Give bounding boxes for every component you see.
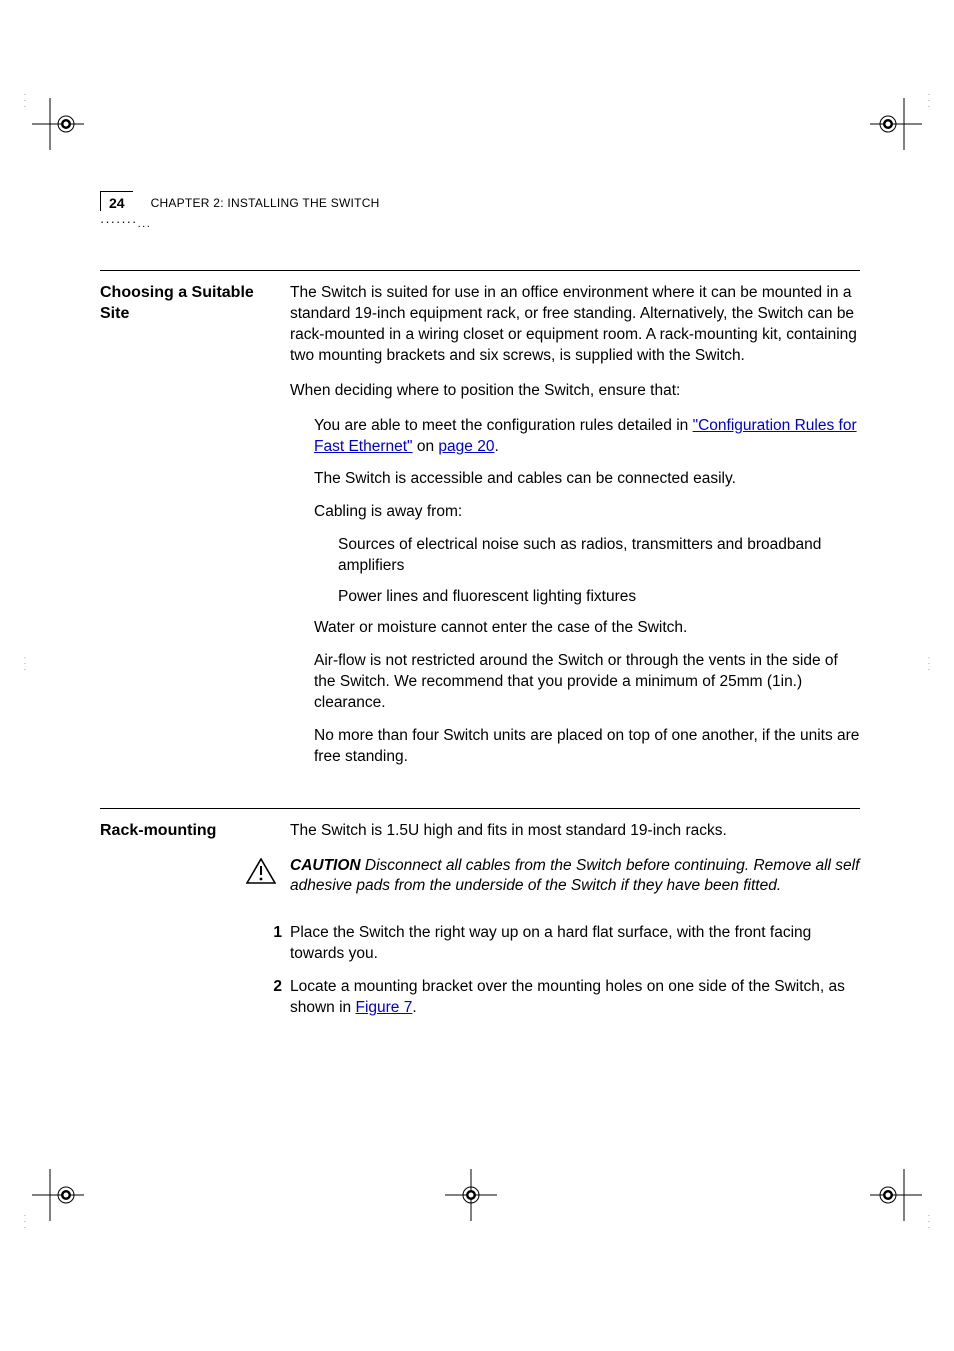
xref-link-page-20[interactable]: page 20 (438, 438, 494, 455)
section-body: The Switch is 1.5U high and fits in most… (290, 821, 860, 1031)
trim-dots-right-top: ··· (928, 92, 930, 110)
numbered-step: 1 Place the Switch the right way up on a… (290, 923, 860, 965)
step-text: Place the Switch the right way up on a h… (290, 923, 860, 965)
section-heading: Rack-mounting (100, 821, 290, 1031)
crop-mark-top-left (32, 98, 84, 150)
trim-dots-right-bot: ··· (928, 1213, 930, 1231)
caution-text: CAUTION Disconnect all cables from the S… (290, 856, 860, 898)
trim-dots-left-top: ··· (24, 92, 26, 110)
trim-dots-left-mid: ··· (24, 655, 26, 673)
section-body: The Switch is suited for use in an offic… (290, 283, 860, 780)
trim-dots-left-bot: ··· (24, 1213, 26, 1231)
list-item: Air-flow is not restricted around the Sw… (290, 651, 860, 714)
list-item: Cabling is away from: (290, 502, 860, 523)
list-item: Water or moisture cannot enter the case … (290, 618, 860, 639)
step-number: 1 (266, 923, 290, 965)
caution-block: CAUTION Disconnect all cables from the S… (290, 856, 860, 912)
crop-mark-bottom-right (870, 1169, 922, 1221)
list-item: No more than four Switch units are place… (290, 726, 860, 768)
xref-link-figure-7[interactable]: Figure 7 (355, 999, 412, 1016)
list-item: You are able to meet the configuration r… (290, 416, 860, 458)
paragraph: When deciding where to position the Swit… (290, 381, 860, 402)
caution-icon (246, 858, 280, 891)
sub-list-item: Sources of electrical noise such as radi… (290, 535, 860, 577)
running-header: 24 CHAPTER 2: INSTALLING THE SWITCH (100, 190, 860, 210)
section-heading: Choosing a Suitable Site (100, 283, 290, 780)
crop-mark-bottom-center (445, 1169, 497, 1221)
crop-mark-top-right (870, 98, 922, 150)
sub-list-item: Power lines and fluorescent lighting fix… (290, 587, 860, 608)
chapter-title: CHAPTER 2: INSTALLING THE SWITCH (151, 196, 380, 210)
section-rack-mounting: Rack-mounting The Switch is 1.5U high an… (100, 808, 860, 1031)
numbered-step: 2 Locate a mounting bracket over the mou… (290, 977, 860, 1019)
paragraph: The Switch is suited for use in an offic… (290, 283, 860, 367)
page-content: 24 CHAPTER 2: INSTALLING THE SWITCH Choo… (100, 190, 860, 1059)
paragraph: The Switch is 1.5U high and fits in most… (290, 821, 860, 842)
page-number: 24 (100, 191, 133, 211)
trim-dots-right-mid: ··· (928, 655, 930, 673)
crop-mark-bottom-left (32, 1169, 84, 1221)
step-text: Locate a mounting bracket over the mount… (290, 977, 860, 1019)
step-number: 2 (266, 977, 290, 1019)
section-choosing-site: Choosing a Suitable Site The Switch is s… (100, 270, 860, 780)
list-item: The Switch is accessible and cables can … (290, 469, 860, 490)
